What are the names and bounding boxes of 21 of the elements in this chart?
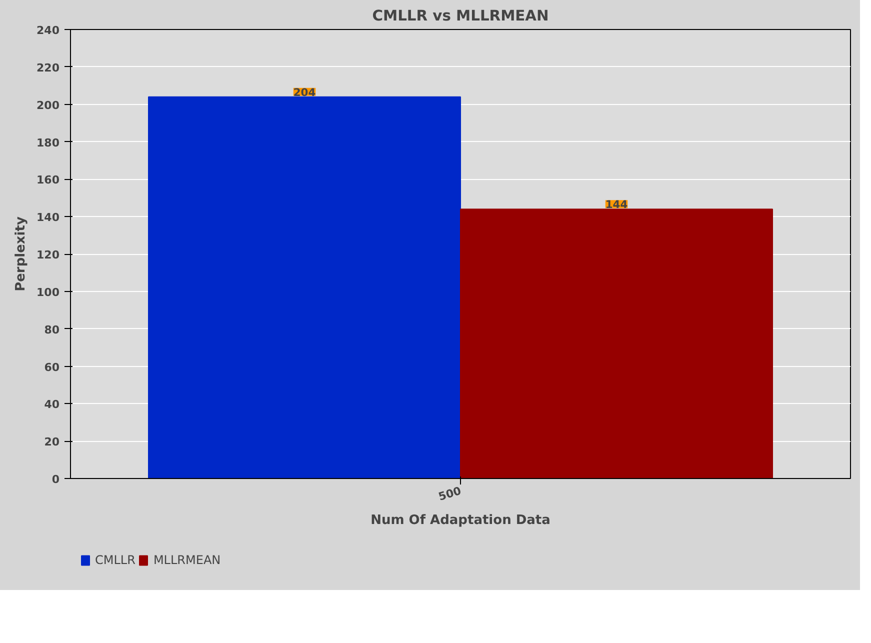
y-tick-label: 240 (36, 24, 60, 37)
x-axis-title: Num Of Adaptation Data (370, 512, 550, 528)
y-tick-label: 80 (44, 323, 60, 336)
y-axis-title: Perplexity (14, 216, 29, 292)
x-tick-label: 500 (436, 484, 464, 504)
legend-label: MLLRMEAN (153, 553, 221, 567)
y-tick-label: 60 (44, 360, 60, 374)
legend-label: CMLLR (95, 553, 136, 567)
y-tick-label: 180 (36, 136, 60, 150)
y-tick-label: 40 (44, 398, 60, 412)
y-tick-label: 20 (44, 436, 60, 449)
data-label: 144 (605, 198, 628, 212)
data-label: 204 (293, 86, 316, 99)
y-tick-label: 120 (36, 248, 60, 262)
y-tick-label: 220 (36, 61, 60, 74)
chart-title: CMLLR vs MLLRMEAN (372, 8, 549, 24)
y-tick-label: 200 (36, 98, 60, 112)
y-tick-label: 140 (36, 211, 60, 224)
y-tick-label: 160 (36, 174, 60, 187)
y-tick-label: 100 (36, 286, 60, 299)
y-tick-label: 0 (52, 473, 60, 486)
